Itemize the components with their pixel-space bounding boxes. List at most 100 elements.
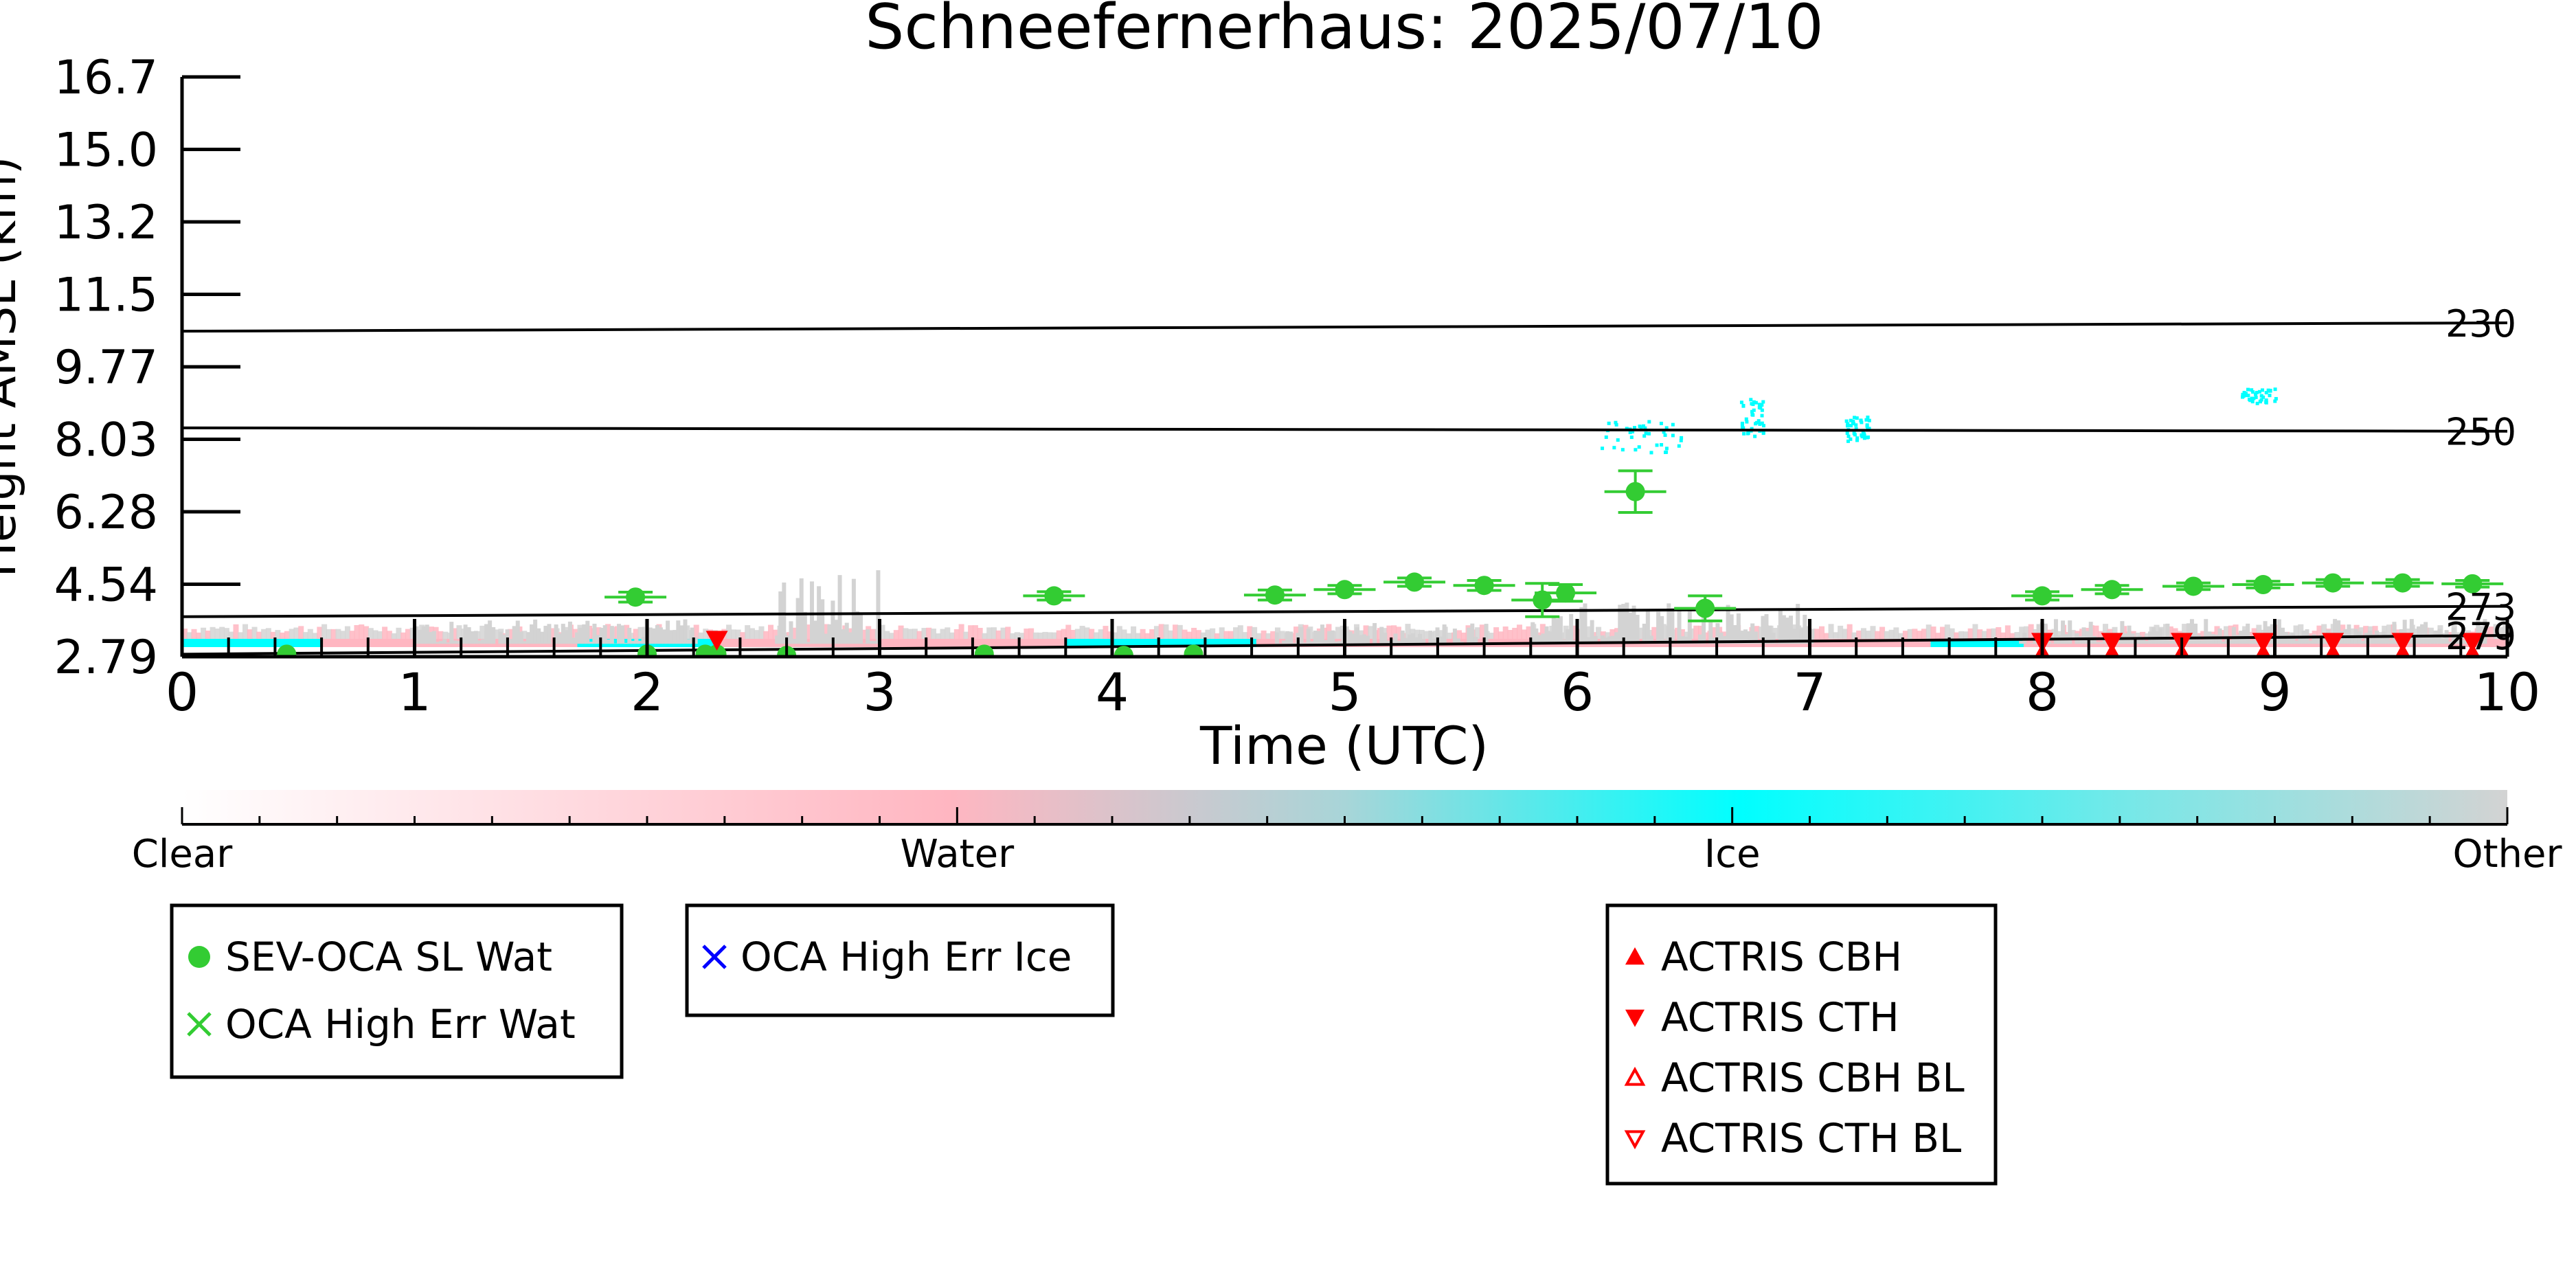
mask-cell [1274,632,1279,644]
actris-cth-point [2322,633,2345,653]
mask-cell [1572,625,1579,639]
mask-cell [1774,643,1779,644]
mask-cell [354,624,360,639]
mask-cell [1732,625,1737,644]
mask-cell [599,628,604,644]
mask-cell [242,639,249,647]
mask-cell [879,624,885,639]
mask-cell [953,639,960,647]
mask-cell [2454,635,2459,644]
mask-cell [284,639,290,647]
mask-cell [2312,634,2316,644]
mask-cell [515,620,520,644]
mask-cell [1967,628,1974,639]
sev-oca-point [695,644,715,657]
mask-cell [431,631,436,644]
x-axis-label: Time (UTC) [1199,715,1489,776]
mask-cell [1493,627,1500,639]
mask-cell [1828,624,1834,639]
mask-cell [1865,631,1871,639]
mask-cell [554,624,558,644]
mask-cell [575,632,580,644]
mask-cell [1767,625,1772,644]
mask-cell [791,627,797,639]
mask-cell [1853,416,1857,420]
mask-cell [673,630,677,644]
mask-cell [1282,640,1287,644]
mask-cell [2140,639,2145,644]
mask-cell [1759,406,1763,410]
mask-cell [1614,420,1618,425]
mask-cell [1875,639,1881,647]
mask-cell [1210,639,1216,647]
mask-cell [1649,451,1653,455]
mask-cell [1168,630,1174,639]
mask-cell [1742,431,1746,436]
mask-cell [1131,639,1137,647]
mask-cell [1679,438,1683,442]
mask-cell [1823,639,1829,647]
mask-cell [1368,626,1374,639]
mask-cell [1856,630,1862,639]
mask-cell [690,627,694,644]
mask-cell [186,639,192,647]
mask-cell [1902,631,1908,639]
mask-cell [1629,436,1634,440]
mask-cell [1838,639,1844,647]
mask-cell [1789,615,1794,644]
mask-cell [869,641,874,644]
mask-cell [377,631,383,639]
mask-cell [1884,639,1890,647]
mask-cell [1842,629,1848,639]
legend-frame [170,903,624,1079]
mask-cell [265,628,271,639]
sev-oca-point [1695,598,1715,618]
mask-cell [1603,637,1608,644]
mask-cell [2427,637,2432,644]
mask-cell [1551,617,1556,644]
mask-cell [564,630,569,644]
mask-cell [238,639,244,647]
mask-cell [1028,639,1035,647]
mask-cell [2098,631,2104,639]
legend-label: ACTRIS CTH [1661,994,1899,1041]
mask-cell [2228,625,2234,639]
mask-cell [1739,400,1743,405]
mask-cell [1205,639,1211,647]
mask-cell [2254,395,2258,399]
mask-cell [827,624,832,644]
mask-cell [605,624,611,639]
mask-cell [359,624,365,639]
mask-cell [754,630,760,639]
mask-cell [326,639,332,647]
mask-cell [2014,639,2020,647]
mask-cell [2294,640,2299,644]
mask-cell [1153,639,1160,647]
mask-cell [1098,629,1104,639]
mask-cell [1548,631,1552,644]
mask-cell [1590,620,1594,644]
mask-cell [1121,639,1127,647]
mask-cell [1760,408,1764,412]
mask-cell [606,639,611,644]
mask-cell [1726,605,1730,644]
mask-cell [1182,639,1188,647]
colorbar-labels: Clear Water Ice Other [132,832,2563,877]
mask-cell [442,639,447,644]
mask-cell [991,627,997,639]
mask-cell [307,639,313,647]
mask-cell [223,639,229,647]
mask-cell [2402,620,2407,644]
mask-cell [270,631,276,639]
mask-cell [2493,624,2499,639]
mask-cell [205,631,211,639]
mask-cell [972,625,978,639]
mask-cell [1677,444,1681,448]
mask-cell [1609,629,1616,639]
mask-cell [1428,631,1433,644]
mask-cell [768,639,774,647]
mask-cell [409,639,416,647]
mask-cell [317,639,323,647]
mask-cell [1219,627,1225,639]
mask-cell [1047,639,1053,647]
